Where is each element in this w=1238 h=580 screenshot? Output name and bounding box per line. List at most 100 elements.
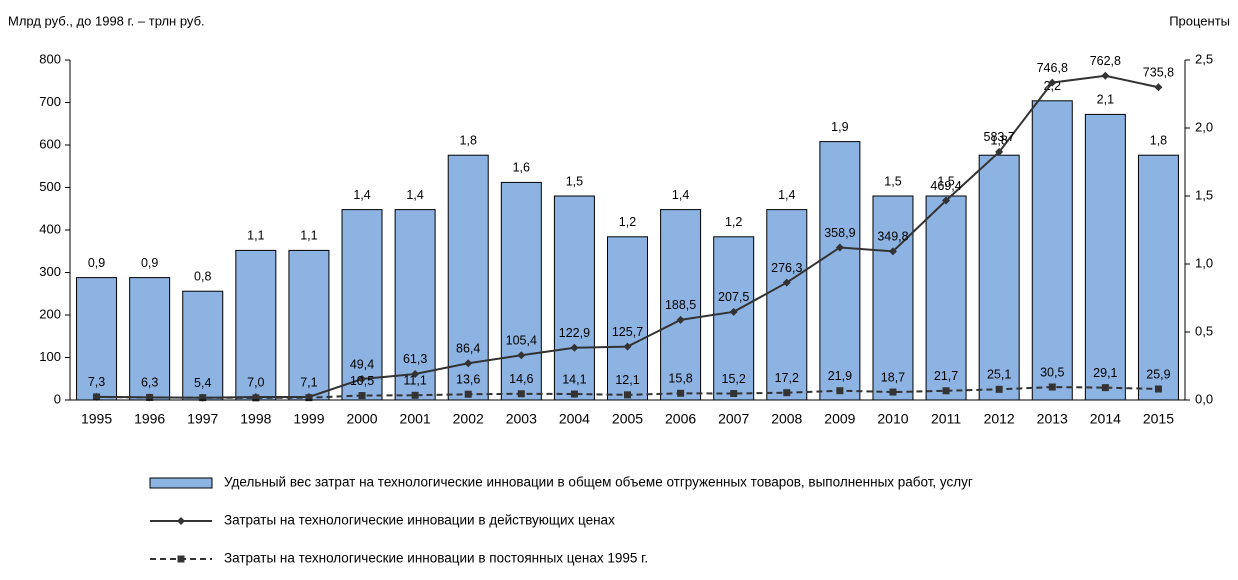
y-tick-label: 0: [54, 391, 61, 406]
point: [570, 390, 578, 398]
bar-value-label: 1,8: [1150, 133, 1167, 147]
point: [730, 390, 738, 398]
x-tick-label: 1997: [187, 411, 218, 427]
x-tick-label: 2003: [506, 411, 537, 427]
bar: [341, 209, 383, 401]
bar: [447, 154, 489, 401]
point: [677, 389, 685, 397]
x-tick-label: 2009: [824, 411, 855, 427]
point-value-label: 21,7: [934, 369, 958, 383]
x-tick-label: 1998: [240, 411, 271, 427]
bar-value-label: 1,4: [672, 188, 689, 202]
point: [464, 359, 473, 368]
point-value-label: 12,1: [615, 373, 639, 387]
bar: [660, 209, 702, 401]
x-tick-label: 2005: [612, 411, 643, 427]
x-tick-label: 2010: [877, 411, 908, 427]
point: [93, 393, 101, 401]
legend-label: Затраты на технологические инновации в д…: [224, 513, 615, 528]
bar-value-label: 2,1: [1097, 93, 1114, 107]
y2-axis-title: Проценты: [1169, 13, 1230, 28]
point-value-label: 746,8: [1037, 61, 1068, 75]
x-tick-label: 1996: [134, 411, 165, 427]
y-tick-label: 200: [39, 306, 61, 321]
point-value-label: 122,9: [559, 326, 590, 340]
bar-value-label: 1,6: [513, 161, 530, 175]
bar-value-label: 1,4: [778, 188, 795, 202]
point-value-label: 188,5: [665, 298, 696, 312]
point-value-label: 125,7: [612, 325, 643, 339]
point: [888, 247, 897, 256]
point-value-label: 6,3: [141, 376, 158, 390]
point-value-label: 21,9: [828, 369, 852, 383]
point: [411, 369, 420, 378]
point-value-label: 15,8: [668, 372, 692, 386]
point-value-label: 14,1: [562, 372, 586, 386]
x-tick-label: 2011: [931, 411, 961, 427]
bar-value-label: 1,4: [406, 188, 423, 202]
bar: [129, 277, 171, 401]
point: [199, 394, 207, 402]
point-value-label: 11,1: [403, 374, 426, 388]
point-value-label: 583,7: [984, 130, 1015, 144]
y2-tick-label: 2,5: [1195, 51, 1213, 66]
point: [1101, 71, 1110, 80]
point-value-label: 7,1: [300, 375, 317, 389]
point: [517, 390, 525, 398]
bar: [235, 249, 277, 401]
y2-tick-label: 2,0: [1195, 119, 1213, 134]
bar-value-label: 1,8: [990, 133, 1007, 147]
bar-value-label: 1,1: [300, 229, 317, 243]
bar: [394, 209, 436, 401]
point: [1048, 383, 1056, 391]
point-value-label: 349,8: [877, 230, 908, 244]
bar: [76, 277, 118, 401]
point: [624, 391, 631, 399]
legend-label: Удельный вес затрат на технологические и…: [224, 475, 973, 490]
y-tick-label: 700: [39, 94, 61, 109]
bar: [819, 141, 861, 401]
x-tick-label: 2001: [400, 411, 431, 427]
bar: [872, 195, 914, 401]
bar-value-label: 1,8: [460, 133, 477, 147]
point-value-label: 18,7: [881, 370, 905, 384]
bar: [1084, 113, 1126, 401]
bar-value-label: 1,9: [831, 120, 848, 134]
bar: [182, 290, 224, 401]
point: [783, 389, 791, 397]
point-value-label: 762,8: [1090, 54, 1121, 68]
point: [305, 394, 313, 402]
legend-marker: [177, 517, 185, 525]
point: [252, 394, 260, 402]
point-value-label: 15,2: [722, 372, 746, 386]
x-tick-label: 2008: [771, 411, 802, 427]
bar-value-label: 1,2: [725, 215, 742, 229]
bar: [978, 154, 1020, 401]
point: [1154, 385, 1162, 393]
point: [411, 391, 419, 399]
bar-value-label: 1,4: [353, 188, 370, 202]
y-tick-label: 500: [39, 179, 61, 194]
point: [729, 307, 738, 316]
point: [889, 388, 897, 396]
x-tick-label: 2007: [718, 411, 749, 427]
bar: [553, 195, 595, 401]
x-tick-label: 1995: [81, 411, 112, 427]
point: [995, 147, 1004, 156]
x-tick-label: 2013: [1037, 411, 1068, 427]
point-value-label: 61,3: [403, 352, 427, 366]
x-tick-label: 2015: [1143, 411, 1174, 427]
point-value-label: 25,9: [1146, 367, 1170, 381]
point: [782, 278, 791, 287]
legend-swatch: [149, 477, 213, 489]
bar-value-label: 1,1: [247, 229, 264, 243]
point-value-label: 30,5: [1040, 365, 1064, 379]
point-value-label: 7,0: [247, 375, 264, 389]
point: [676, 315, 685, 324]
point-value-label: 276,3: [771, 261, 802, 275]
point-value-label: 14,6: [509, 372, 533, 386]
y2-tick-label: 0,0: [1195, 391, 1213, 406]
point-value-label: 17,2: [775, 371, 799, 385]
bar-value-label: 0,8: [194, 269, 211, 283]
point: [146, 393, 154, 401]
